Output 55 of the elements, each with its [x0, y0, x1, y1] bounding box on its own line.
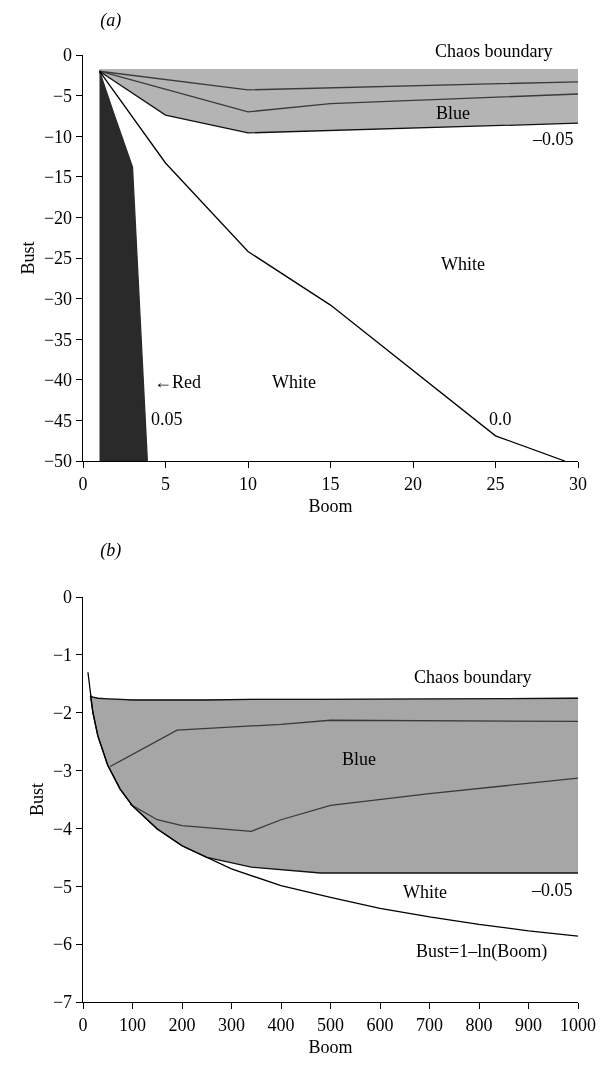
y-tick-label: −3 — [52, 760, 73, 781]
x-axis-title: Boom — [308, 495, 353, 516]
y-tick-label: −35 — [43, 329, 73, 350]
y-tick-label: 0 — [63, 45, 73, 66]
y-tick-label: −15 — [43, 167, 73, 188]
x-tick-label: 25 — [486, 473, 505, 494]
y-tick-label: −45 — [43, 410, 73, 431]
x-tick-label: 15 — [321, 473, 340, 494]
y-tick-label: −5 — [52, 85, 73, 106]
y-axis-title: Bust — [27, 782, 48, 817]
x-tick-label: 200 — [168, 1014, 196, 1035]
annotation: –0.05 — [532, 129, 574, 149]
y-tick-label: −6 — [52, 934, 73, 955]
y-tick-label: −50 — [43, 451, 73, 472]
annotation: White — [403, 882, 447, 902]
y-tick-label: −5 — [52, 876, 73, 897]
y-tick-label: −25 — [43, 248, 73, 269]
x-tick-label: 500 — [317, 1014, 344, 1035]
y-tick-label: −4 — [52, 818, 73, 839]
x-tick-label: 0 — [78, 473, 88, 494]
annotation: –0.05 — [531, 880, 573, 900]
x-axis-title: Boom — [308, 1036, 353, 1057]
y-tick-label: −7 — [52, 992, 73, 1013]
annotation: Chaos boundary — [414, 667, 532, 687]
annotation: Chaos boundary — [435, 41, 553, 61]
annotation: Blue — [436, 103, 471, 123]
y-tick-label: −40 — [43, 370, 73, 391]
x-tick-label: 30 — [569, 473, 587, 494]
x-tick-label: 400 — [267, 1014, 295, 1035]
x-tick-label: 100 — [119, 1014, 146, 1035]
y-tick-label: −30 — [43, 288, 73, 309]
annotation: White — [272, 372, 316, 392]
x-tick-label: 20 — [404, 473, 422, 494]
x-tick-label: 0 — [78, 1014, 88, 1035]
x-tick-label: 900 — [515, 1014, 542, 1035]
chart-title: (b) — [100, 540, 122, 562]
annotation: Bust=1–ln(Boom) — [416, 941, 548, 962]
annotation: 0.0 — [489, 409, 512, 429]
y-axis-title: Bust — [18, 241, 39, 275]
x-tick-label: 600 — [366, 1014, 394, 1035]
y-tick-label: −2 — [52, 703, 73, 724]
x-tick-label: 700 — [416, 1014, 443, 1035]
y-tick-label: −10 — [43, 126, 73, 147]
annotation: 0.05 — [151, 409, 183, 429]
x-tick-label: 5 — [161, 473, 170, 494]
chart-title: (a) — [100, 10, 122, 32]
x-tick-label: 1000 — [560, 1014, 596, 1035]
x-tick-label: 300 — [218, 1014, 245, 1035]
y-tick-label: −20 — [43, 207, 73, 228]
y-tick-label: 0 — [63, 587, 73, 608]
annotation: ←Red — [154, 372, 201, 392]
x-tick-label: 10 — [239, 473, 257, 494]
x-tick-label: 800 — [465, 1014, 493, 1035]
annotation: White — [441, 254, 485, 274]
y-tick-label: −1 — [52, 645, 73, 666]
